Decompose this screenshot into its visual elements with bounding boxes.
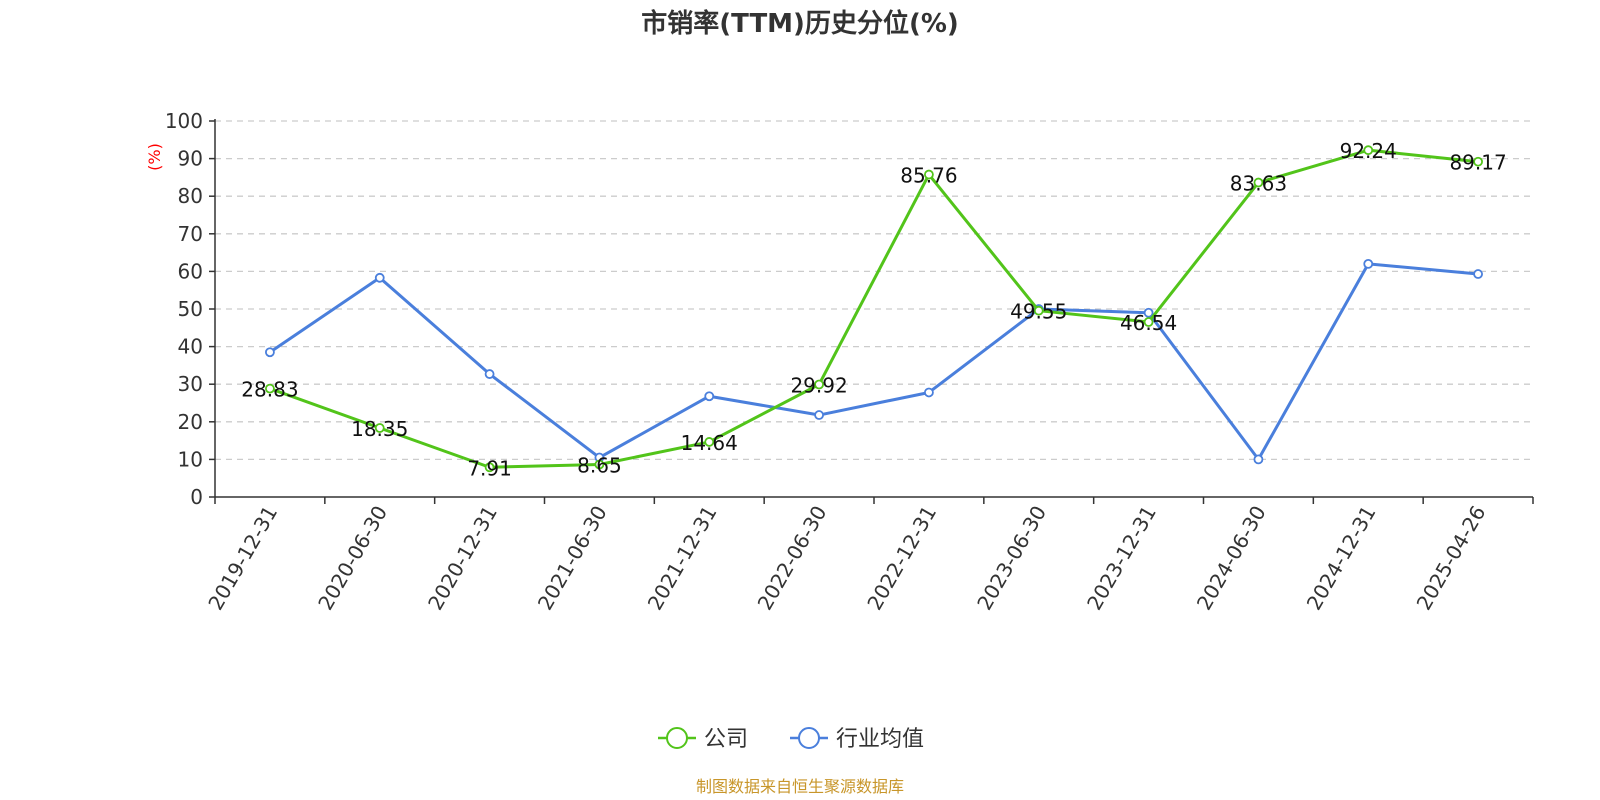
legend-item[interactable]: 公司 <box>658 727 748 752</box>
x-tick-label: 2019-12-31 <box>203 502 282 615</box>
data-point[interactable] <box>704 391 715 402</box>
legend-marker <box>798 727 820 749</box>
y-tick-label: 0 <box>190 485 203 509</box>
data-label: 89.17 <box>1449 151 1506 175</box>
series-lines <box>265 145 1483 473</box>
data-point[interactable] <box>1143 307 1154 318</box>
data-point[interactable] <box>1363 145 1374 156</box>
y-tick-label: 20 <box>178 410 203 434</box>
data-point[interactable] <box>374 272 385 283</box>
data-point[interactable] <box>484 462 495 473</box>
legend-marker <box>666 727 688 749</box>
data-point[interactable] <box>704 437 715 447</box>
data-label: 18.35 <box>351 417 408 441</box>
data-point[interactable] <box>924 169 934 180</box>
x-tick-label: 2024-06-30 <box>1192 502 1271 615</box>
legend-item[interactable]: 行业均值 <box>790 727 924 752</box>
data-point[interactable] <box>1253 177 1264 188</box>
x-tick-label: 2020-06-30 <box>313 502 392 615</box>
data-point[interactable] <box>1033 305 1044 316</box>
data-point[interactable] <box>814 379 824 390</box>
y-tick-label: 60 <box>178 259 203 283</box>
data-point[interactable] <box>1253 454 1264 465</box>
x-tick-label: 2021-12-31 <box>643 502 722 615</box>
data-label: 29.92 <box>790 374 847 398</box>
x-tick-label: 2022-06-30 <box>753 502 832 615</box>
data-label: 85.76 <box>900 164 957 188</box>
y-tick-label: 30 <box>178 372 203 396</box>
chart-title: 市销率(TTM)历史分位(%) <box>641 8 959 39</box>
x-tick-label: 2024-12-31 <box>1302 502 1381 615</box>
data-point[interactable] <box>265 383 275 394</box>
y-tick-label: 50 <box>178 297 203 321</box>
data-point[interactable] <box>374 423 385 433</box>
x-tick-label: 2021-06-30 <box>533 502 612 615</box>
data-label: 14.64 <box>681 431 738 455</box>
series-line <box>269 262 1479 461</box>
data-point[interactable] <box>1143 317 1154 327</box>
y-tick-label: 80 <box>178 184 203 208</box>
data-point[interactable] <box>924 387 934 398</box>
data-point[interactable] <box>1473 156 1483 167</box>
data-point[interactable] <box>265 347 275 358</box>
y-tick-label: 90 <box>178 147 203 171</box>
data-label: 46.54 <box>1120 311 1177 335</box>
y-axis-label: (%) <box>145 143 164 171</box>
axes: 0 10 20 30 40 50 60 70 80 90 100 2019-12-31 2020-06-… <box>165 109 1534 615</box>
legend[interactable]: 公司 行业均值 <box>658 727 924 752</box>
x-tick-label: 2020-12-31 <box>423 502 502 615</box>
legend-label: 行业均值 <box>836 727 924 752</box>
data-point[interactable] <box>1473 269 1483 279</box>
x-tick-label: 2023-12-31 <box>1082 502 1161 615</box>
source-note: 制图数据来自恒生聚源数据库 <box>696 777 904 796</box>
data-label: 7.91 <box>467 456 512 480</box>
y-tick-label: 10 <box>178 447 203 471</box>
data-point[interactable] <box>1363 258 1374 269</box>
data-label: 92.24 <box>1340 139 1397 163</box>
data-point[interactable] <box>814 410 824 420</box>
y-tick-label: 70 <box>178 222 203 246</box>
data-label: 49.55 <box>1010 300 1067 324</box>
x-tick-label: 2023-06-30 <box>972 502 1051 615</box>
grid <box>215 120 1533 461</box>
legend-label: 公司 <box>704 727 748 752</box>
data-label: 8.65 <box>577 453 622 477</box>
data-label: 28.83 <box>241 378 298 402</box>
y-tick-label: 40 <box>178 335 203 359</box>
x-tick-label: 2022-12-31 <box>862 502 941 615</box>
data-labels: 28.83 18.35 7.91 8.65 14.64 29.92 85.76 49.55 46… <box>241 139 1506 480</box>
y-tick-label: 100 <box>165 109 203 133</box>
data-point[interactable] <box>484 369 495 379</box>
data-label: 83.63 <box>1230 172 1287 196</box>
data-point[interactable] <box>594 459 605 470</box>
x-tick-label: 2025-04-26 <box>1412 502 1491 615</box>
series-line <box>269 148 1479 469</box>
